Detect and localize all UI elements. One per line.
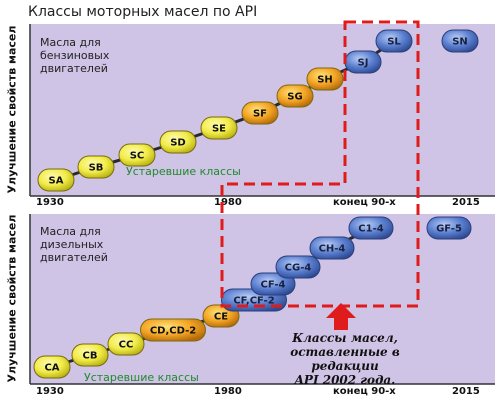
diesel-class-pill-cd-cd-2 bbox=[140, 318, 206, 342]
gasoline-class-chain: SA SB SC SD SE SF SG SH SJ SL SN bbox=[37, 29, 479, 192]
diesel-class-pill-gf-5 bbox=[426, 216, 472, 240]
diesel-class-label-ce: CE bbox=[214, 312, 228, 323]
gasoline-class-pill-se bbox=[200, 116, 238, 140]
gasoline-heading-line1: Масла для bbox=[40, 36, 101, 49]
gasoline-class-label-sl: SL bbox=[387, 37, 401, 48]
api-2002-highlight-frame bbox=[220, 20, 420, 308]
diesel-class-chain: CA CB CC CD,CD-2 CE CF,CF-2 CF-4 CG-4 CH-4 C1-4 GF… bbox=[33, 216, 472, 379]
gasoline-class-pill-sh bbox=[306, 67, 344, 91]
bottom-tick-1980: 1980 bbox=[214, 386, 242, 397]
diesel-heading-line3: двигателей bbox=[40, 251, 108, 264]
gasoline-class-pill-sf bbox=[241, 101, 279, 125]
gasoline-class-pill-sa bbox=[37, 168, 75, 192]
diesel-class-pill-cf-4 bbox=[250, 272, 296, 296]
gasoline-heading: Масла для бензиновых двигателей bbox=[40, 36, 109, 75]
axis-lines bbox=[29, 24, 495, 385]
top-obsolete-label: Устаревшие классы bbox=[126, 165, 241, 178]
callout-arrow bbox=[326, 303, 356, 330]
diesel-class-label-ca: CA bbox=[44, 363, 59, 374]
diesel-class-label-ch-4: CH-4 bbox=[319, 244, 346, 255]
gasoline-class-pill-sc bbox=[118, 143, 156, 167]
diesel-class-pill-ch-4 bbox=[309, 236, 355, 260]
diesel-heading: Масла для дизельных двигателей bbox=[40, 225, 108, 264]
gasoline-class-pill-sb bbox=[77, 155, 115, 179]
bottom-tick-2015: 2015 bbox=[452, 386, 480, 397]
top-tick-1980: 1980 bbox=[214, 197, 242, 208]
gasoline-class-label-se: SE bbox=[212, 124, 226, 135]
top-tick-1930: 1930 bbox=[36, 197, 64, 208]
gasoline-class-pill-sd bbox=[159, 130, 197, 154]
gasoline-class-label-sb: SB bbox=[89, 163, 104, 174]
callout-line2: оставленные в редакции bbox=[290, 345, 400, 373]
gasoline-class-label-sa: SA bbox=[49, 176, 64, 187]
callout-line1: Классы масел, bbox=[292, 331, 398, 345]
gasoline-class-label-sf: SF bbox=[253, 109, 267, 120]
bottom-tick-late-90s: конец 90-х bbox=[333, 386, 396, 397]
page-title: Классы моторных масел по API bbox=[28, 4, 258, 20]
top-tick-2015: 2015 bbox=[452, 197, 480, 208]
diesel-class-label-cf-4: CF-4 bbox=[261, 280, 286, 291]
diesel-class-label-cf-cf-2: CF,CF-2 bbox=[233, 296, 274, 307]
diesel-class-label-cb: CB bbox=[83, 351, 98, 362]
gasoline-class-label-sg: SG bbox=[287, 92, 302, 103]
diesel-heading-line2: дизельных bbox=[40, 238, 104, 251]
bottom-obsolete-label: Устаревшие классы bbox=[84, 371, 199, 384]
gasoline-class-pill-sg bbox=[276, 84, 314, 108]
diesel-class-pill-cc bbox=[107, 332, 145, 356]
diesel-heading-line1: Масла для bbox=[40, 225, 101, 238]
diesel-class-pill-ca bbox=[33, 355, 71, 379]
gasoline-heading-line3: двигателей bbox=[40, 62, 108, 75]
gasoline-class-label-sd: SD bbox=[170, 138, 186, 149]
gasoline-heading-line2: бензиновых bbox=[40, 49, 110, 62]
diesel-class-label-cd-cd-2: CD,CD-2 bbox=[150, 326, 196, 337]
gasoline-class-pill-sl bbox=[375, 29, 413, 53]
diesel-class-pill-c1-4 bbox=[348, 216, 394, 240]
gasoline-class-label-sc: SC bbox=[130, 151, 145, 162]
diesel-class-pill-cb bbox=[71, 343, 109, 367]
callout-text: Классы масел, оставленные в редакции API… bbox=[270, 331, 420, 387]
gasoline-class-pill-sn bbox=[441, 29, 479, 53]
diesel-class-label-cc: CC bbox=[119, 340, 134, 351]
gasoline-class-label-sj: SJ bbox=[358, 58, 369, 69]
diesel-class-label-c1-4: C1-4 bbox=[358, 224, 383, 235]
callout-line3: API 2002 года. bbox=[294, 373, 396, 387]
top-tick-late-90s: конец 90-х bbox=[333, 197, 396, 208]
diesel-class-label-gf-5: GF-5 bbox=[436, 224, 462, 235]
diesel-class-pill-cg-4 bbox=[275, 255, 321, 279]
gasoline-class-label-sh: SH bbox=[317, 75, 333, 86]
diesel-class-label-cg-4: CG-4 bbox=[285, 263, 312, 274]
gasoline-class-label-sn: SN bbox=[452, 37, 468, 48]
bottom-tick-1930: 1930 bbox=[36, 386, 64, 397]
